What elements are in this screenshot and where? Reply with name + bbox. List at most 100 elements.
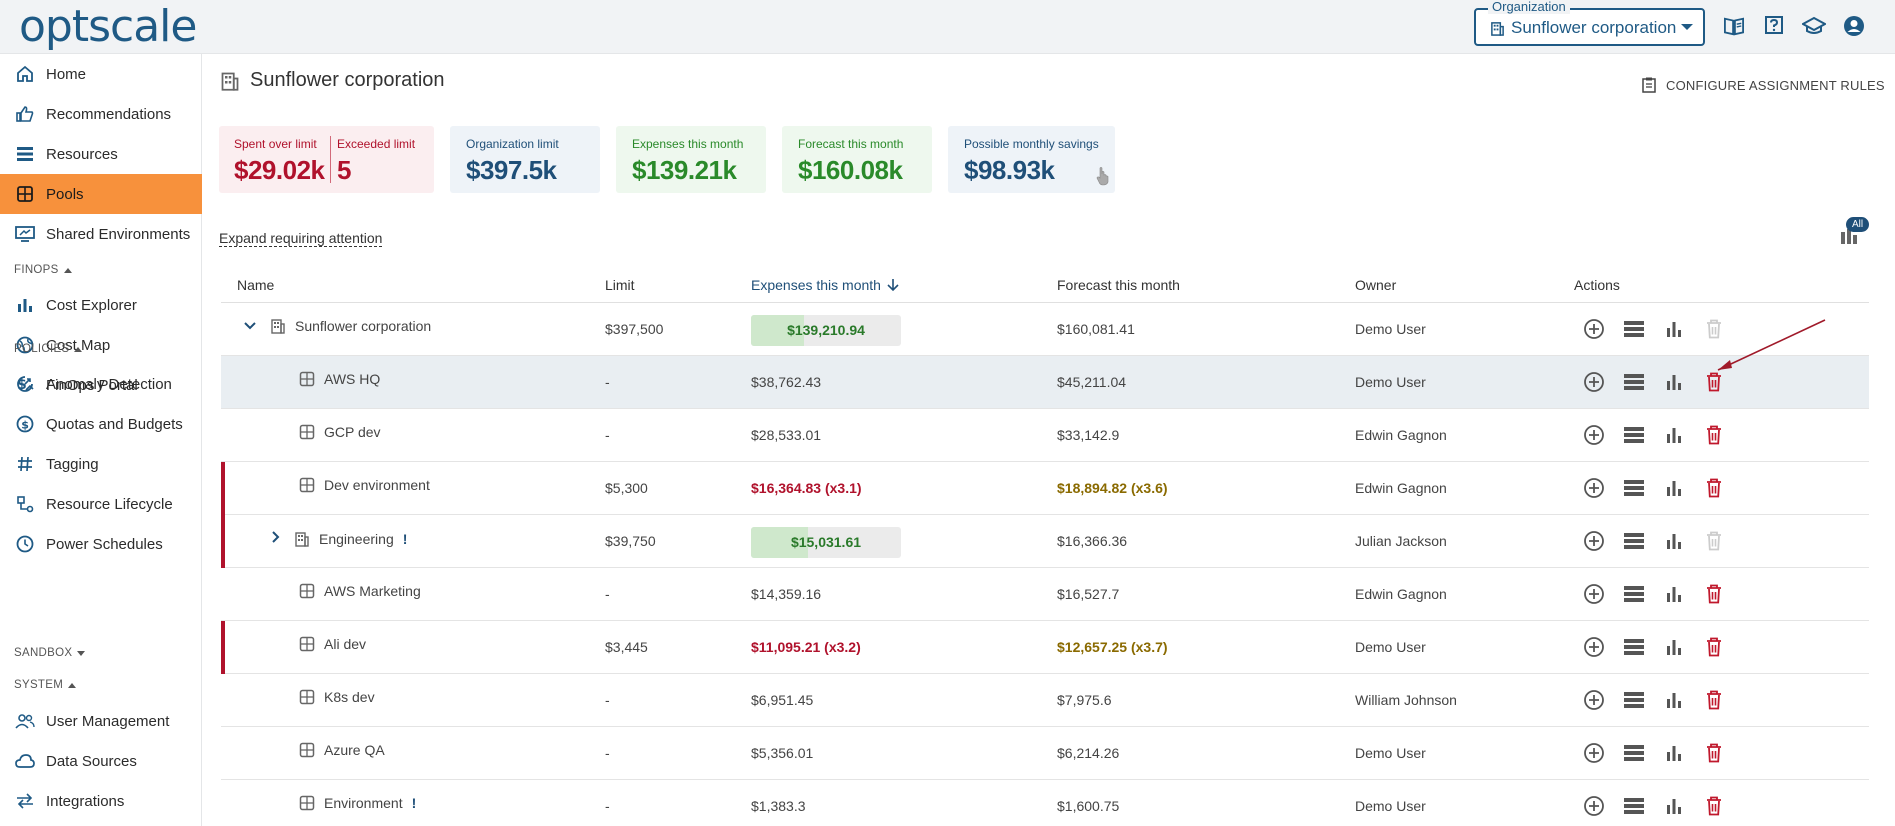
graduation-cap-icon[interactable] [1800, 12, 1828, 40]
sidebar-item-tagging[interactable]: Tagging [0, 444, 202, 484]
add-pool-button[interactable] [1582, 476, 1606, 500]
table-row[interactable]: Engineering! $39,750 $15,031.61 $16,366.36 J… [221, 515, 1869, 568]
add-pool-button[interactable] [1582, 423, 1606, 447]
add-pool-button[interactable] [1582, 529, 1606, 553]
app-logo[interactable]: optscale [19, 1, 197, 52]
pool-name[interactable]: AWS HQ [324, 371, 381, 387]
pool-name-cell[interactable]: Dev environment [299, 477, 430, 493]
delete-pool-button[interactable] [1702, 582, 1726, 606]
view-resources-button[interactable] [1622, 423, 1646, 447]
organization-select[interactable]: Organization Sunflower corporation [1474, 0, 1705, 46]
pool-name-cell[interactable]: Ali dev [299, 636, 366, 652]
pool-name[interactable]: AWS Marketing [324, 583, 421, 599]
view-expenses-button[interactable] [1662, 317, 1686, 341]
chevron-right-icon[interactable] [271, 530, 281, 547]
pool-name-cell[interactable]: GCP dev [299, 424, 381, 440]
section-finops-toggle[interactable]: FINOPS [14, 264, 72, 276]
possible-savings-card[interactable]: Possible monthly savings $98.93k [948, 126, 1115, 193]
view-resources-button[interactable] [1622, 529, 1646, 553]
sidebar-item-home[interactable]: Home [0, 54, 202, 94]
table-row[interactable]: Sunflower corporation $397,500 $139,210.94… [221, 303, 1869, 356]
pool-name[interactable]: Environment [324, 795, 403, 811]
table-row[interactable]: Ali dev $3,445 $11,095.21 (x3.2) $12,657.25… [221, 621, 1869, 674]
sidebar-item-shared-environments[interactable]: Shared Environments [0, 214, 202, 254]
delete-pool-button[interactable] [1702, 741, 1726, 765]
table-row[interactable]: AWS Marketing - $14,359.16 $16,527.7 Edwin G… [221, 568, 1869, 621]
sidebar-item-data-sources[interactable]: Data Sources [0, 741, 202, 781]
pool-name[interactable]: Sunflower corporation [295, 318, 432, 334]
view-resources-button[interactable] [1622, 794, 1646, 818]
help-icon[interactable] [1760, 12, 1788, 40]
table-row[interactable]: Environment! - $1,383.3 $1,600.75 Demo User [221, 780, 1869, 826]
column-header-forecast[interactable]: Forecast this month [1057, 277, 1180, 293]
add-pool-button[interactable] [1582, 370, 1606, 394]
delete-pool-button[interactable] [1702, 635, 1726, 659]
delete-pool-button[interactable] [1702, 688, 1726, 712]
view-resources-button[interactable] [1622, 476, 1646, 500]
add-pool-button[interactable] [1582, 741, 1606, 765]
sidebar-item-cost-explorer[interactable]: Cost Explorer [0, 285, 202, 325]
sidebar-item-recommendations[interactable]: Recommendations [0, 94, 202, 134]
table-row[interactable]: K8s dev - $6,951.45 $7,975.6 William Johnson [221, 674, 1869, 727]
column-filter-button[interactable]: All [1838, 217, 1871, 247]
pool-name-cell[interactable]: Engineering! [271, 530, 407, 547]
view-expenses-button[interactable] [1662, 476, 1686, 500]
view-resources-button[interactable] [1622, 688, 1646, 712]
column-header-name[interactable]: Name [237, 277, 275, 293]
sidebar-item-user-management[interactable]: User Management [0, 701, 202, 741]
sidebar-item-power-schedules[interactable]: Power Schedules [0, 524, 202, 564]
view-expenses-button[interactable] [1662, 741, 1686, 765]
view-expenses-button[interactable] [1662, 529, 1686, 553]
table-row[interactable]: Dev environment $5,300 $16,364.83 (x3.1) $1… [221, 462, 1869, 515]
view-expenses-button[interactable] [1662, 688, 1686, 712]
pool-name-cell[interactable]: Sunflower corporation [243, 318, 431, 334]
section-policies-toggle[interactable]: POLICIES [14, 343, 83, 355]
pool-name[interactable]: Dev environment [324, 477, 430, 493]
view-resources-button[interactable] [1622, 370, 1646, 394]
sidebar-item-integrations[interactable]: Integrations [0, 781, 202, 821]
table-row[interactable]: Azure QA - $5,356.01 $6,214.26 Demo User [221, 727, 1869, 780]
table-row[interactable]: GCP dev - $28,533.01 $33,142.9 Edwin Gagnon [221, 409, 1869, 462]
sidebar-item-cost-map[interactable]: Cost Map [0, 325, 202, 365]
expand-requiring-attention-link[interactable]: Expand requiring attention [219, 230, 383, 247]
pool-name[interactable]: Engineering [319, 530, 394, 547]
pool-name[interactable]: K8s dev [324, 689, 375, 705]
add-pool-button[interactable] [1582, 635, 1606, 659]
section-sandbox-toggle[interactable]: SANDBOX [14, 647, 86, 659]
view-resources-button[interactable] [1622, 741, 1646, 765]
pool-name-cell[interactable]: AWS HQ [299, 371, 380, 387]
delete-pool-button[interactable] [1702, 423, 1726, 447]
pool-name-cell[interactable]: K8s dev [299, 689, 375, 705]
sidebar-item-finops-portal[interactable]: $ FinOps Portal [0, 365, 202, 405]
add-pool-button[interactable] [1582, 317, 1606, 341]
sidebar-item-pools[interactable]: Pools [0, 174, 202, 214]
add-pool-button[interactable] [1582, 794, 1606, 818]
delete-pool-button[interactable] [1702, 794, 1726, 818]
pool-name-cell[interactable]: Azure QA [299, 742, 385, 758]
pool-name[interactable]: GCP dev [324, 424, 381, 440]
view-expenses-button[interactable] [1662, 423, 1686, 447]
sidebar-item-quotas-and-budgets[interactable]: $ Quotas and Budgets [0, 404, 202, 444]
table-row[interactable]: AWS HQ - $38,762.43 $45,211.04 Demo User [221, 356, 1869, 409]
sidebar-item-anomaly-detection[interactable]: Anomaly Detection [0, 364, 202, 404]
sidebar-item-resource-lifecycle[interactable]: Resource Lifecycle [0, 484, 202, 524]
view-expenses-button[interactable] [1662, 582, 1686, 606]
add-pool-button[interactable] [1582, 688, 1606, 712]
add-pool-button[interactable] [1582, 582, 1606, 606]
view-resources-button[interactable] [1622, 582, 1646, 606]
chevron-down-icon[interactable] [243, 318, 257, 334]
view-resources-button[interactable] [1622, 635, 1646, 659]
view-resources-button[interactable] [1622, 317, 1646, 341]
book-icon[interactable] [1720, 12, 1748, 40]
pool-name[interactable]: Azure QA [324, 742, 385, 758]
column-header-owner[interactable]: Owner [1355, 277, 1397, 293]
configure-assignment-rules-button[interactable]: CONFIGURE ASSIGNMENT RULES [1642, 77, 1885, 93]
column-header-expenses[interactable]: Expenses this month [751, 277, 899, 293]
section-system-toggle[interactable]: SYSTEM [14, 679, 77, 691]
spent-over-limit-card[interactable]: Spent over limit $29.02k Exceeded limit … [219, 126, 434, 193]
delete-pool-button[interactable] [1702, 370, 1726, 394]
view-expenses-button[interactable] [1662, 635, 1686, 659]
delete-pool-button[interactable] [1702, 476, 1726, 500]
pool-name-cell[interactable]: AWS Marketing [299, 583, 421, 599]
sidebar-item-resources[interactable]: Resources [0, 134, 202, 174]
